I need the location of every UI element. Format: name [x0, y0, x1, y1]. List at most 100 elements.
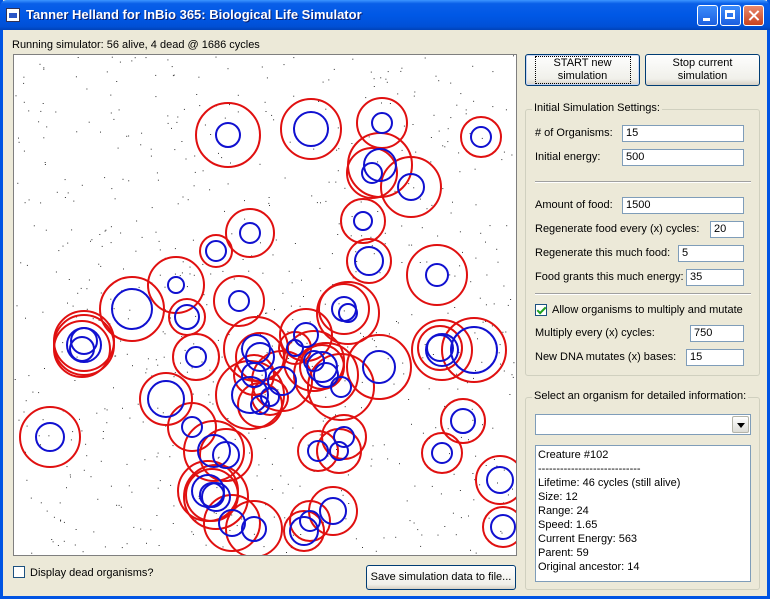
title-bar[interactable]: Tanner Helland for InBio 365: Biological…	[0, 0, 770, 30]
food-particle	[413, 187, 414, 188]
food-particle	[373, 445, 374, 446]
organism-body-circle[interactable]	[471, 127, 491, 147]
food-particle	[492, 71, 493, 72]
organism-range-circle[interactable]	[148, 257, 204, 313]
organism-body-circle[interactable]	[487, 467, 513, 493]
food-particle	[146, 369, 147, 370]
organism-body-circle[interactable]	[148, 381, 184, 417]
food-particle	[417, 529, 418, 530]
organism-body-circle[interactable]	[354, 212, 372, 230]
multiply-label[interactable]: Allow organisms to multiply and mutate	[552, 304, 743, 316]
organism-body-circle[interactable]	[372, 113, 392, 133]
chevron-down-icon[interactable]	[732, 416, 749, 433]
organism-range-circle[interactable]	[196, 103, 260, 167]
organism-body-circle[interactable]	[240, 223, 260, 243]
food-particle	[408, 183, 409, 184]
organism-range-circle[interactable]	[347, 148, 397, 198]
stop-simulation-button[interactable]: Stop current simulation	[645, 54, 760, 86]
organism-body-circle[interactable]	[320, 498, 346, 524]
organism-range-circle[interactable]	[168, 403, 216, 451]
multiply-cycles-field[interactable]: 750	[690, 325, 744, 342]
organism-range-circle[interactable]	[483, 507, 516, 547]
organism-body-circle[interactable]	[216, 123, 240, 147]
close-icon[interactable]	[743, 5, 764, 26]
organism-range-circle[interactable]	[226, 501, 282, 555]
organism-body-circle[interactable]	[112, 289, 152, 329]
organism-range-circle[interactable]	[461, 117, 501, 157]
organism-range-circle[interactable]	[341, 199, 385, 243]
organism-range-circle[interactable]	[204, 495, 260, 551]
food-particle	[173, 505, 174, 506]
food-particle	[25, 318, 26, 319]
organism-range-circle[interactable]	[476, 456, 516, 504]
food-energy-field[interactable]: 35	[686, 269, 744, 286]
organism-body-circle[interactable]	[219, 510, 245, 536]
display-dead-label[interactable]: Display dead organisms?	[30, 567, 154, 579]
organism-body-circle[interactable]	[246, 343, 274, 371]
dna-mutates-field[interactable]: 15	[686, 349, 744, 366]
organism-range-circle[interactable]	[214, 276, 264, 326]
food-particle	[325, 109, 326, 110]
food-particle	[266, 111, 267, 112]
organism-body-circle[interactable]	[294, 112, 328, 146]
organism-body-circle[interactable]	[168, 277, 184, 293]
organism-body-circle[interactable]	[332, 297, 356, 321]
food-particle	[475, 370, 476, 371]
food-particle	[356, 271, 357, 272]
organism-body-circle[interactable]	[451, 409, 475, 433]
organism-info-box[interactable]: Creature #102 --------------------------…	[535, 445, 751, 582]
app-icon[interactable]	[6, 8, 20, 22]
regen-amount-field[interactable]: 5	[678, 245, 744, 262]
organism-range-circle[interactable]	[407, 245, 467, 305]
multiply-checkbox[interactable]	[535, 304, 547, 316]
organism-range-circle[interactable]	[347, 239, 391, 283]
organism-body-circle[interactable]	[186, 347, 206, 367]
organism-body-circle[interactable]	[242, 517, 266, 541]
food-particle	[482, 424, 483, 425]
organism-range-circle[interactable]	[100, 277, 164, 341]
organism-range-circle[interactable]	[173, 334, 219, 380]
organism-body-circle[interactable]	[426, 264, 448, 286]
food-particle	[169, 456, 170, 457]
organism-range-circle[interactable]	[422, 433, 462, 473]
save-data-button[interactable]: Save simulation data to file...	[366, 565, 516, 590]
organism-range-circle[interactable]	[348, 133, 412, 197]
food-particle	[209, 189, 210, 190]
organism-body-circle[interactable]	[331, 377, 351, 397]
food-particle	[513, 377, 514, 378]
organism-range-circle[interactable]	[20, 407, 80, 467]
food-particle	[370, 237, 371, 238]
organism-body-circle[interactable]	[206, 241, 226, 261]
minimize-icon[interactable]	[697, 5, 718, 26]
food-particle	[181, 141, 182, 142]
food-particle	[56, 272, 57, 273]
amount-food-field[interactable]: 1500	[622, 197, 744, 214]
food-particle	[51, 539, 52, 540]
regen-cycles-field[interactable]: 20	[710, 221, 744, 238]
organism-select[interactable]	[535, 414, 751, 435]
window-title: Tanner Helland for InBio 365: Biological…	[26, 7, 362, 22]
start-simulation-button[interactable]: START new simulation	[525, 54, 640, 86]
organism-body-circle[interactable]	[427, 335, 453, 361]
display-dead-checkbox[interactable]	[13, 566, 25, 578]
organism-body-circle[interactable]	[491, 515, 515, 539]
organism-body-circle[interactable]	[355, 247, 383, 275]
organism-range-circle[interactable]	[54, 321, 110, 377]
organism-range-circle[interactable]	[226, 209, 274, 257]
food-particle	[348, 503, 349, 504]
organism-body-circle[interactable]	[175, 305, 199, 329]
num-organisms-field[interactable]: 15	[622, 125, 744, 142]
initial-energy-field[interactable]: 500	[622, 149, 744, 166]
organism-range-circle[interactable]	[200, 235, 232, 267]
organism-range-circle[interactable]	[441, 399, 485, 443]
simulation-canvas[interactable]	[13, 54, 517, 556]
food-particle	[397, 93, 398, 94]
organism-body-circle[interactable]	[213, 442, 239, 468]
maximize-icon[interactable]	[720, 5, 741, 26]
organism-body-circle[interactable]	[432, 443, 452, 463]
organism-body-circle[interactable]	[182, 417, 202, 437]
organism-range-circle[interactable]	[281, 99, 341, 159]
organism-body-circle[interactable]	[229, 291, 249, 311]
food-particle	[390, 103, 391, 104]
organism-body-circle[interactable]	[36, 423, 64, 451]
